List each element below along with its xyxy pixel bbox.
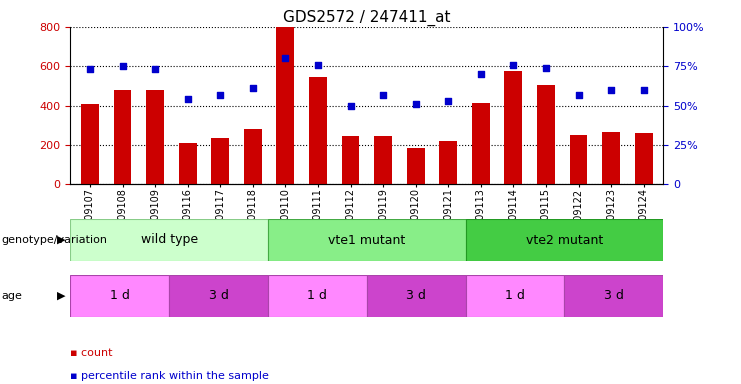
Point	[214, 91, 226, 98]
Point	[377, 91, 389, 98]
Bar	[465, 219, 663, 261]
Point	[84, 66, 96, 73]
Text: age: age	[1, 291, 22, 301]
Text: genotype/variation: genotype/variation	[1, 235, 107, 245]
Bar	[268, 219, 465, 261]
Point	[573, 91, 585, 98]
Bar	[70, 275, 169, 317]
Bar	[211, 138, 229, 184]
Text: 3 d: 3 d	[406, 289, 426, 302]
Point	[116, 63, 128, 70]
Text: 1 d: 1 d	[110, 289, 130, 302]
Bar	[244, 129, 262, 184]
Bar	[537, 85, 555, 184]
Bar	[407, 148, 425, 184]
Point	[638, 87, 650, 93]
Point	[279, 55, 291, 61]
Bar	[113, 90, 131, 184]
Bar	[565, 275, 663, 317]
Bar	[268, 275, 367, 317]
Title: GDS2572 / 247411_at: GDS2572 / 247411_at	[283, 9, 451, 25]
Point	[247, 85, 259, 91]
Text: 3 d: 3 d	[209, 289, 228, 302]
Bar	[439, 141, 457, 184]
Point	[442, 98, 454, 104]
Text: ▶: ▶	[57, 291, 65, 301]
Bar	[374, 136, 392, 184]
Bar	[367, 275, 465, 317]
Bar	[179, 143, 196, 184]
Text: vte2 mutant: vte2 mutant	[526, 233, 603, 247]
Bar	[570, 135, 588, 184]
Bar	[635, 133, 653, 184]
Bar	[472, 103, 490, 184]
Point	[182, 96, 193, 103]
Text: ▶: ▶	[57, 235, 65, 245]
Bar	[342, 136, 359, 184]
Text: 1 d: 1 d	[505, 289, 525, 302]
Point	[605, 87, 617, 93]
Text: wild type: wild type	[141, 233, 198, 247]
Bar	[309, 77, 327, 184]
Bar	[169, 275, 268, 317]
Point	[149, 66, 161, 73]
Point	[540, 65, 552, 71]
Text: ▪ count: ▪ count	[70, 348, 113, 358]
Bar	[602, 132, 620, 184]
Bar	[465, 275, 565, 317]
Bar	[146, 90, 164, 184]
Point	[508, 61, 519, 68]
Point	[345, 103, 356, 109]
Text: 1 d: 1 d	[308, 289, 328, 302]
Text: ▪ percentile rank within the sample: ▪ percentile rank within the sample	[70, 371, 269, 381]
Point	[475, 71, 487, 77]
Text: 3 d: 3 d	[604, 289, 624, 302]
Point	[410, 101, 422, 107]
Bar	[81, 104, 99, 184]
Text: vte1 mutant: vte1 mutant	[328, 233, 405, 247]
Point	[312, 61, 324, 68]
Bar	[70, 219, 268, 261]
Bar	[505, 71, 522, 184]
Bar	[276, 27, 294, 184]
